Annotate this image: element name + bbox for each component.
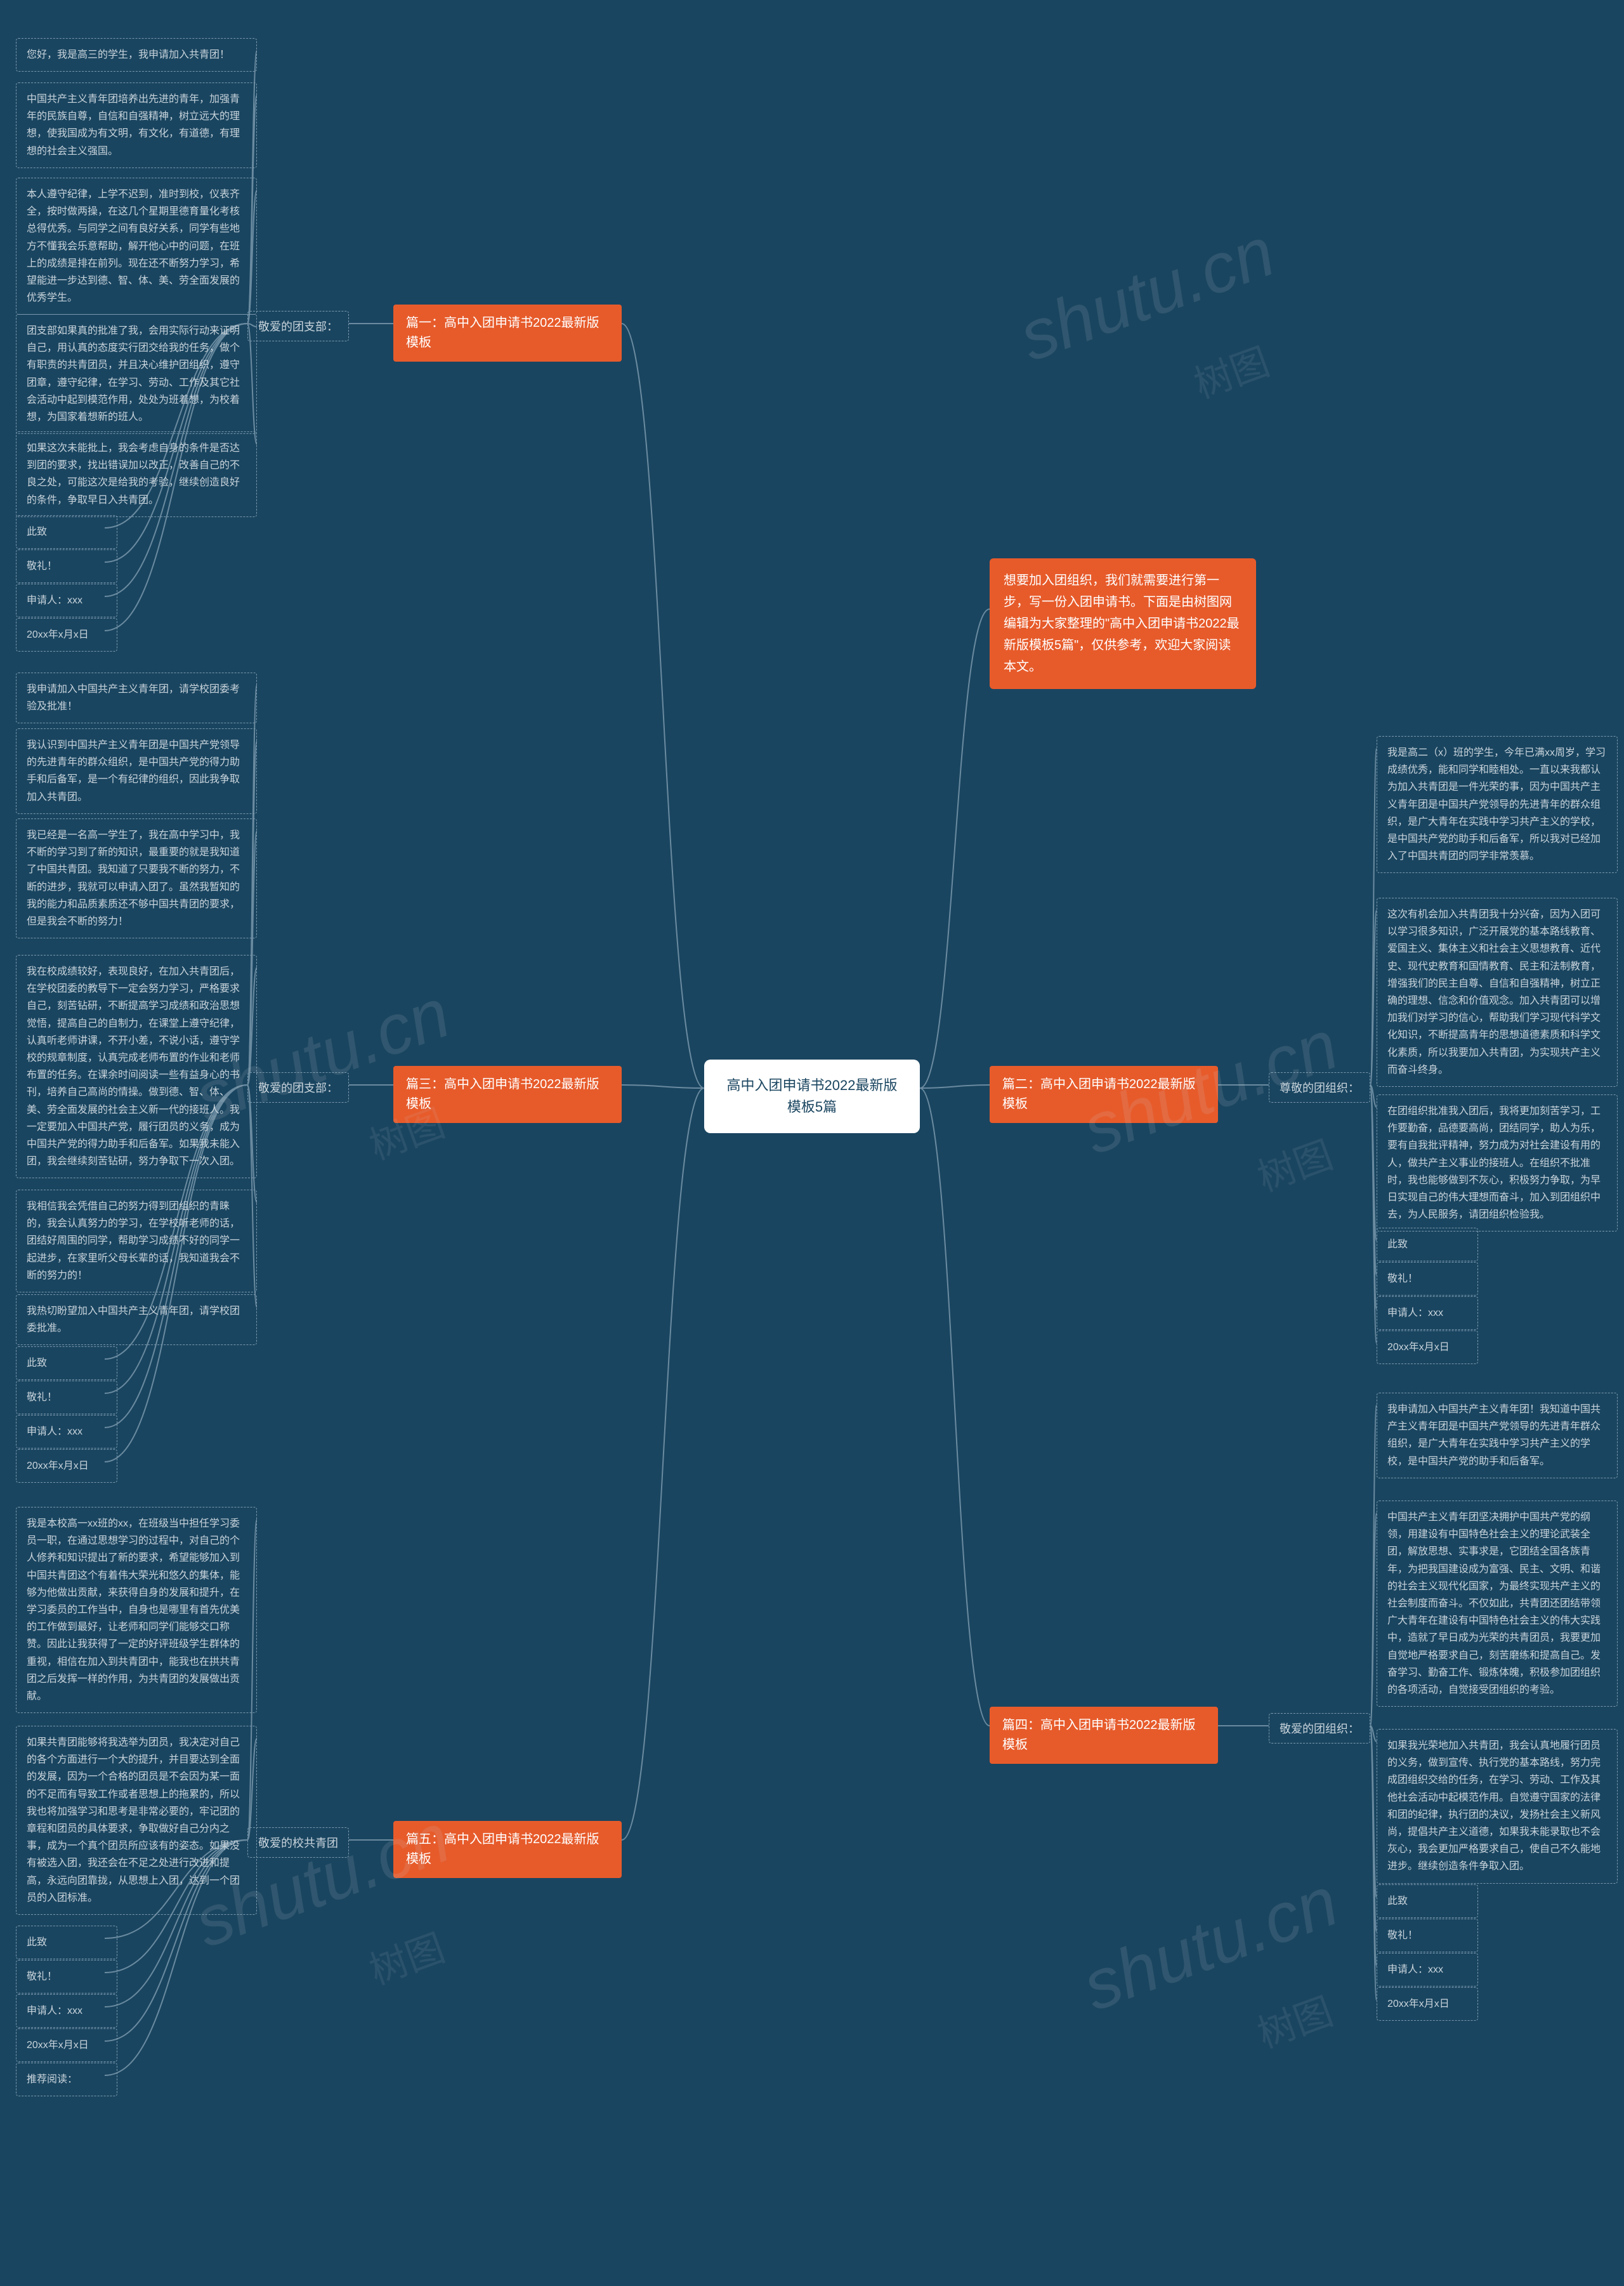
watermark-cn: 树图 [1186, 331, 1276, 409]
mid-label: 敬爱的校共青团 [247, 1827, 349, 1858]
intro-text: 想要加入团组织，我们就需要进行第一步，写一份入团申请书。下面是由树图网编辑为大家… [1004, 574, 1240, 674]
section-node: 篇二：高中入团申请书2022最新版模板 [990, 1066, 1218, 1123]
leaf-node: 这次有机会加入共青团我十分兴奋，因为入团可以学习很多知识，广泛开展党的基本路线教… [1377, 898, 1618, 1087]
mid-label: 尊敬的团组织： [1269, 1072, 1370, 1103]
watermark-cn: 树图 [1249, 1124, 1340, 1202]
leaf-node: 此致 [16, 515, 117, 549]
leaf-node: 如果我光荣地加入共青团，我会认真地履行团员的义务，做到宣传、执行党的基本路线，努… [1377, 1729, 1618, 1884]
leaf-node: 20xx年x月x日 [16, 2028, 117, 2062]
leaf-node: 此致 [16, 1926, 117, 1959]
leaf-node: 此致 [1377, 1884, 1478, 1918]
leaf-node: 申请人：xxx [1377, 1296, 1478, 1330]
leaf-node: 如果共青团能够将我选举为团员，我决定对自己的各个方面进行一个大的提升，并目要达到… [16, 1726, 257, 1915]
section-node: 篇一：高中入团申请书2022最新版模板 [393, 305, 622, 362]
watermark: shutu.cn [1009, 211, 1285, 378]
watermark-cn: 树图 [1249, 1981, 1340, 2059]
leaf-node: 我申请加入中国共产主义青年团，请学校团委考验及批准！ [16, 673, 257, 723]
leaf-node: 敬礼！ [1377, 1262, 1478, 1296]
leaf-node: 推荐阅读： [16, 2063, 117, 2096]
leaf-node: 我热切盼望加入中国共产主义青年团，请学校团委批准。 [16, 1294, 257, 1345]
leaf-node: 您好，我是高三的学生，我申请加入共青团！ [16, 38, 257, 72]
leaf-node: 中国共产主义青年团培养出先进的青年，加强青年的民族自尊，自信和自强精神，树立远大… [16, 82, 257, 168]
section-node: 篇四：高中入团申请书2022最新版模板 [990, 1707, 1218, 1764]
leaf-node: 本人遵守纪律，上学不迟到，准时到校，仪表齐全，按时做两操，在这几个星期里德育量化… [16, 178, 257, 315]
leaf-node: 20xx年x月x日 [1377, 1330, 1478, 1364]
leaf-node: 团支部如果真的批准了我，会用实际行动来证明自己，用认真的态度实行团交给我的任务，… [16, 314, 257, 434]
section-node: 篇五：高中入团申请书2022最新版模板 [393, 1821, 622, 1878]
mid-label: 敬爱的团组织： [1269, 1713, 1370, 1744]
mid-label: 敬爱的团支部： [247, 1072, 349, 1103]
watermark: shutu.cn [1073, 1861, 1348, 2027]
leaf-node: 申请人：xxx [16, 584, 117, 617]
leaf-node: 我是高二（x）班的学生，今年已满xx周岁，学习成绩优秀，能和同学和睦相处。一直以… [1377, 736, 1618, 873]
leaf-node: 在团组织批准我入团后，我将更加刻苦学习，工作要勤奋，品德要高尚，团结同学，助人为… [1377, 1094, 1618, 1232]
leaf-node: 如果这次未能批上，我会考虑自身的条件是否达到团的要求，找出错误加以改正，改善自己… [16, 431, 257, 517]
leaf-node: 我认识到中国共产主义青年团是中国共产党领导的先进青年的群众组织，是中国共产党的得… [16, 728, 257, 814]
leaf-node: 我申请加入中国共产主义青年团！我知道中国共产主义青年团是中国共产党领导的先进青年… [1377, 1393, 1618, 1478]
section-node: 篇三：高中入团申请书2022最新版模板 [393, 1066, 622, 1123]
leaf-node: 申请人：xxx [16, 1415, 117, 1448]
leaf-node: 我是本校高一xx班的xx，在班级当中担任学习委员一职，在通过思想学习的过程中，对… [16, 1507, 257, 1713]
leaf-node: 我相信我会凭借自己的努力得到团组织的青睐的，我会认真努力的学习，在学校听老师的话… [16, 1190, 257, 1292]
leaf-node: 敬礼！ [16, 549, 117, 583]
leaf-node: 中国共产主义青年团坚决拥护中国共产党的纲领，用建设有中国特色社会主义的理论武装全… [1377, 1501, 1618, 1707]
root-text: 高中入团申请书2022最新版模板5篇 [727, 1077, 898, 1115]
leaf-node: 我在校成绩较好，表现良好，在加入共青团后，在学校团委的教导下一定会努力学习，严格… [16, 955, 257, 1178]
leaf-node: 申请人：xxx [16, 1994, 117, 2028]
leaf-node: 20xx年x月x日 [16, 1449, 117, 1483]
root-node: 高中入团申请书2022最新版模板5篇 [704, 1060, 920, 1133]
watermark-cn: 树图 [361, 1917, 452, 1995]
leaf-node: 申请人：xxx [1377, 1953, 1478, 1987]
leaf-node: 敬礼！ [16, 1381, 117, 1414]
leaf-node: 敬礼！ [1377, 1919, 1478, 1952]
leaf-node: 此致 [16, 1346, 117, 1380]
leaf-node: 敬礼！ [16, 1960, 117, 1994]
leaf-node: 20xx年x月x日 [16, 618, 117, 652]
leaf-node: 20xx年x月x日 [1377, 1987, 1478, 2021]
mid-label: 敬爱的团支部： [247, 311, 349, 341]
leaf-node: 此致 [1377, 1228, 1478, 1261]
leaf-node: 我已经是一名高一学生了，我在高中学习中，我不断的学习到了新的知识，最重要的就是我… [16, 818, 257, 938]
intro-node: 想要加入团组织，我们就需要进行第一步，写一份入团申请书。下面是由树图网编辑为大家… [990, 558, 1256, 689]
